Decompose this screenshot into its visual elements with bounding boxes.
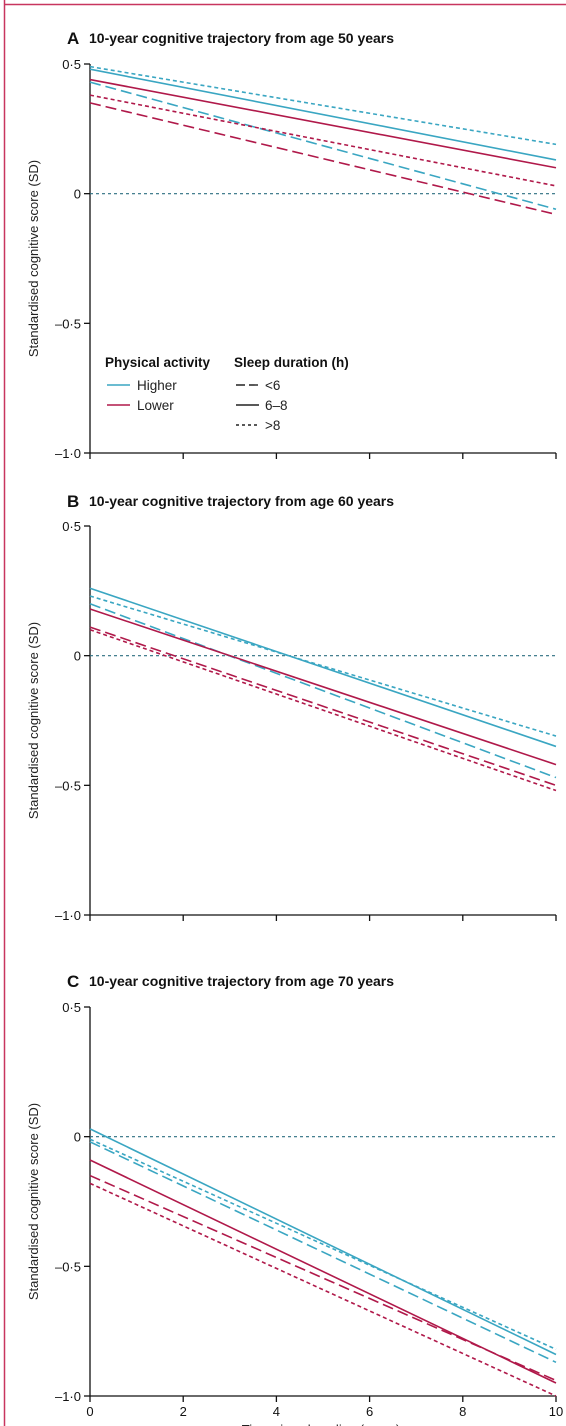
y-tick-label: –0·5 <box>55 778 81 793</box>
series-line-lower-long <box>89 628 557 792</box>
series-line-lower-short <box>89 626 557 787</box>
series-line-higher-mid <box>89 68 557 161</box>
y-axis-label: Standardised cognitive score (SD) <box>26 1103 41 1300</box>
x-tick-label: 10 <box>549 1404 563 1419</box>
series-line-higher-mid <box>89 587 557 748</box>
x-tick-label: 6 <box>366 1404 373 1419</box>
series-line-lower-mid <box>89 78 557 169</box>
chart-panel-b: B 10-year cognitive trajectory from age 6… <box>26 492 557 923</box>
series-line-higher-short <box>89 603 557 779</box>
x-axis-label: Time since baseline (years) <box>242 1422 400 1426</box>
panel-letter: C <box>67 972 79 991</box>
legend-sleep-title: Sleep duration (h) <box>234 355 349 370</box>
y-tick-label: 0·5 <box>62 519 81 534</box>
series-line-lower-long <box>89 1182 557 1397</box>
y-tick-label: 0 <box>74 649 81 664</box>
y-tick-label: –1·0 <box>55 446 81 461</box>
y-axis-label: Standardised cognitive score (SD) <box>26 622 41 819</box>
panel-title: 10-year cognitive trajectory from age 50… <box>89 30 394 46</box>
x-tick-label: 2 <box>180 1404 187 1419</box>
series-line-higher-long <box>89 65 557 146</box>
y-tick-label: –1·0 <box>55 908 81 923</box>
y-tick-label: 0 <box>74 187 81 202</box>
legend-label-sleep-long: >8 <box>265 418 280 433</box>
panel-title: 10-year cognitive trajectory from age 70… <box>89 973 394 989</box>
y-tick-label: –0·5 <box>55 1259 81 1274</box>
series-line-higher-long <box>89 1138 557 1351</box>
y-tick-label: 0·5 <box>62 57 81 72</box>
x-tick-label: 8 <box>459 1404 466 1419</box>
panel-letter: A <box>67 29 79 48</box>
series-line-higher-short <box>89 81 557 210</box>
chart-panel-c: C 10-year cognitive trajectory from age 7… <box>26 972 563 1426</box>
series-line-lower-mid <box>89 608 557 766</box>
legend-label-higher: Higher <box>137 378 177 393</box>
legend-label-sleep-mid: 6–8 <box>265 398 288 413</box>
legend-label-sleep-short: <6 <box>265 378 280 393</box>
x-tick-label: 0 <box>86 1404 93 1419</box>
panel-title: 10-year cognitive trajectory from age 60… <box>89 493 394 509</box>
x-tick-label: 4 <box>273 1404 280 1419</box>
y-tick-label: 0·5 <box>62 1000 81 1015</box>
y-tick-label: –1·0 <box>55 1389 81 1404</box>
series-line-lower-long <box>89 94 557 187</box>
series-line-lower-mid <box>89 1159 557 1384</box>
series-line-higher-short <box>89 1141 557 1364</box>
legend-activity-title: Physical activity <box>105 355 211 370</box>
y-tick-label: 0 <box>74 1130 81 1145</box>
legend: Physical activity Sleep duration (h) Highe… <box>105 355 349 433</box>
y-axis-label: Standardised cognitive score (SD) <box>26 160 41 357</box>
series-line-higher-long <box>89 595 557 737</box>
series-line-higher-mid <box>89 1128 557 1356</box>
panel-letter: B <box>67 492 79 511</box>
chart-panel-a: A 10-year cognitive trajectory from age 5… <box>26 29 557 461</box>
series-line-lower-short <box>89 102 557 216</box>
legend-label-lower: Lower <box>137 398 174 413</box>
y-tick-label: –0·5 <box>55 316 81 331</box>
